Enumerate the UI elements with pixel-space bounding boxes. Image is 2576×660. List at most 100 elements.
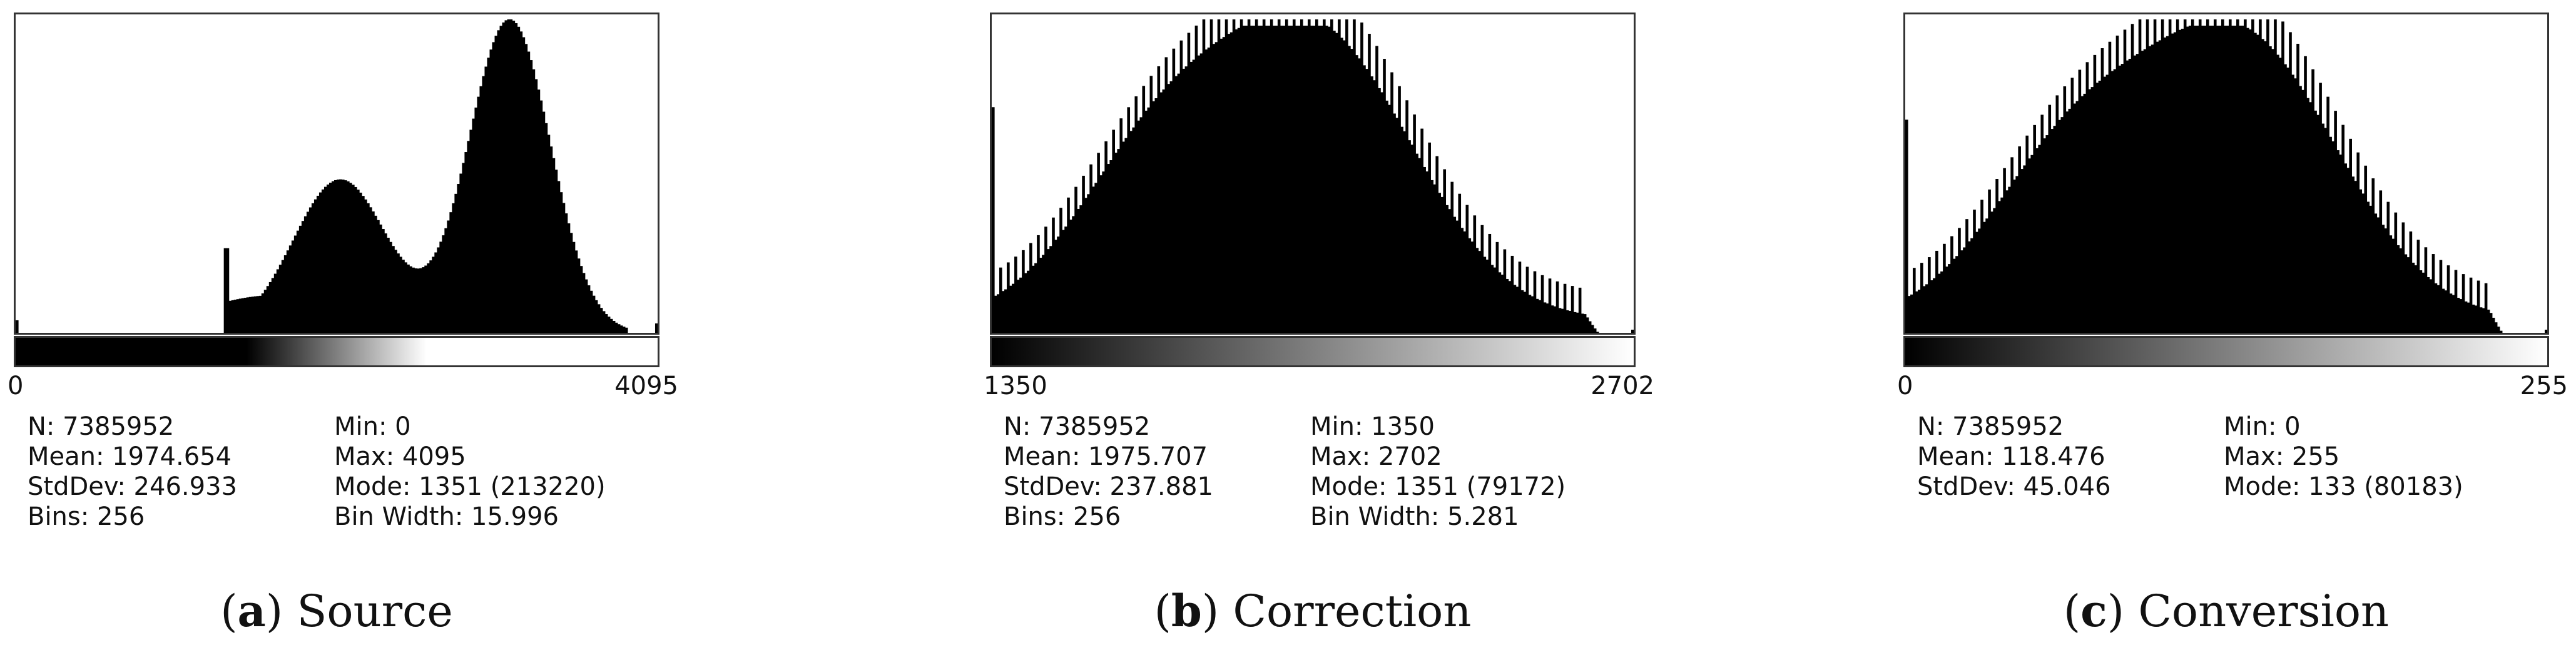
histogram-bar — [1002, 291, 1005, 333]
histogram-bar — [1475, 248, 1479, 333]
histogram-bar — [1102, 171, 1105, 333]
histogram-bar — [1558, 308, 1562, 333]
histogram-bar — [2429, 279, 2433, 333]
stat-min: Min: 1350 — [1310, 412, 1435, 441]
histogram-bar — [1154, 98, 1158, 333]
histogram-bar — [2223, 26, 2227, 333]
histogram-bar — [552, 158, 556, 333]
histogram-bar — [2113, 69, 2117, 333]
histogram-bar — [2271, 49, 2274, 333]
histogram-bar — [1222, 37, 1226, 333]
histogram-bar — [1257, 26, 1261, 333]
caption-letter: b — [1171, 585, 1202, 637]
histogram-bar — [1530, 296, 1534, 333]
histogram-bar — [318, 192, 322, 333]
histogram-bar — [1403, 131, 1406, 333]
histogram-bar — [1117, 149, 1120, 333]
histogram-bar — [2186, 26, 2189, 333]
histogram-bar — [1918, 290, 1921, 333]
histogram-bar — [2100, 48, 2104, 333]
histogram-bar — [1358, 58, 1361, 333]
histogram-bar — [1576, 312, 1579, 333]
histogram-bar — [449, 212, 452, 333]
histogram-bar — [2131, 24, 2134, 333]
histogram-bar — [1950, 236, 1953, 333]
histogram-bar — [1004, 289, 1007, 333]
histogram-bar — [2095, 83, 2099, 333]
histogram-bar — [482, 76, 486, 333]
histogram-bar — [2030, 155, 2034, 333]
histogram-bar — [1067, 197, 1070, 333]
histogram-bar — [1465, 205, 1469, 333]
histogram-bar — [369, 207, 372, 333]
histogram-bar — [2331, 141, 2334, 333]
histogram-bar — [2075, 101, 2079, 333]
histogram-bar — [579, 266, 583, 333]
histogram-svg — [16, 19, 658, 333]
stat-min: Min: 0 — [2224, 412, 2301, 441]
histogram-bar — [587, 285, 591, 333]
histogram-bar — [607, 317, 611, 333]
histogram-bar — [432, 256, 435, 333]
histogram-bar — [589, 290, 593, 333]
histogram-bar — [1505, 278, 1509, 333]
histogram-bar — [1064, 226, 1067, 333]
histogram-bar — [2261, 39, 2264, 333]
histogram-bar — [2216, 26, 2219, 333]
histogram-bar — [2206, 19, 2209, 333]
stat-n: N: 7385952 — [28, 412, 175, 441]
histogram-bar — [2269, 46, 2272, 333]
histogram-bar — [2346, 168, 2349, 333]
histogram-bar — [2319, 83, 2322, 333]
histogram-bar — [437, 247, 440, 333]
histogram-bar — [509, 19, 513, 333]
histogram-bar — [1460, 228, 1464, 333]
histogram-bar — [2341, 124, 2344, 333]
histogram-bar — [1925, 284, 1928, 333]
histogram-bar — [2399, 248, 2403, 333]
histogram-bar — [2043, 138, 2047, 333]
histogram-bar — [1380, 92, 1383, 333]
histogram-bar — [624, 327, 628, 333]
histogram-bar — [2176, 19, 2179, 333]
histogram-bar — [1282, 26, 1286, 333]
histogram-bar — [2120, 64, 2124, 333]
histogram-bar — [2118, 65, 2122, 333]
histogram-bar — [1423, 166, 1426, 333]
histogram-bar — [2193, 26, 2197, 333]
histogram-bar — [2401, 222, 2405, 333]
histogram-bar — [2294, 78, 2297, 333]
histogram-bar — [1983, 221, 1986, 333]
histogram-bar — [1134, 96, 1138, 333]
histogram-bar — [2146, 19, 2149, 333]
histogram-bar — [1538, 300, 1542, 333]
histogram-bar — [2461, 274, 2465, 333]
histogram-bar — [1405, 100, 1408, 333]
histogram-bar — [2264, 41, 2267, 333]
histogram-bar — [2163, 37, 2167, 333]
histogram-bar — [1543, 302, 1547, 333]
histogram-bar — [992, 107, 995, 333]
histogram-bar — [1127, 107, 1131, 333]
histogram-bar — [2040, 114, 2044, 333]
histogram-bar — [1232, 19, 1236, 333]
histogram-bar — [2123, 29, 2127, 333]
histogram-bar — [379, 224, 382, 333]
histogram-bar — [1265, 26, 1268, 333]
histogram-bar — [2083, 93, 2087, 333]
histogram-bar — [544, 123, 548, 333]
histogram-bar — [2492, 317, 2495, 333]
histogram-bar — [1905, 119, 1908, 333]
histogram-bar — [402, 260, 405, 333]
histogram-bar — [1483, 256, 1487, 333]
histogram-bar — [1340, 38, 1343, 333]
histogram-bar — [2306, 98, 2309, 333]
x-max-label: 2702 — [1591, 372, 1654, 400]
histogram-bar — [404, 262, 407, 333]
histogram-bar — [2213, 19, 2217, 333]
stat-bins: Bins: 256 — [1004, 502, 1121, 531]
histogram-bar — [2025, 135, 2029, 333]
histogram-bar — [352, 185, 355, 333]
histogram-bar — [614, 322, 618, 333]
histogram-bar — [2309, 102, 2312, 333]
